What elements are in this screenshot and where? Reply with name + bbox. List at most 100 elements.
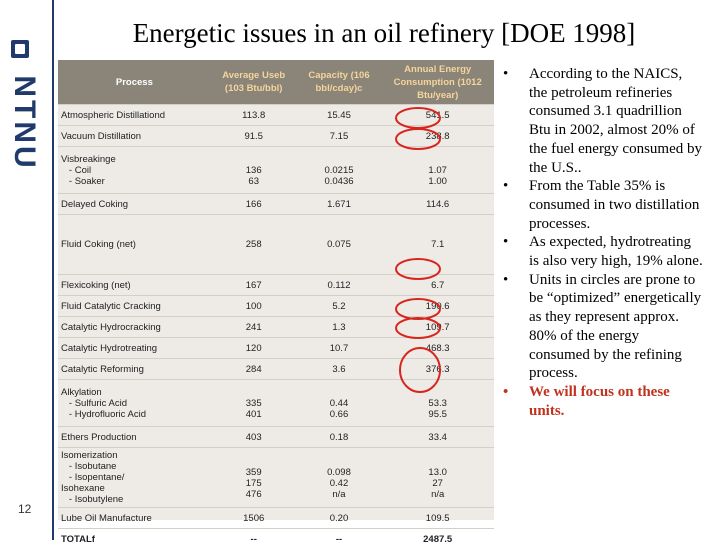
cell-capacity: 15.45	[297, 105, 382, 126]
bullet-item: •Units in circles are prone to be “optim…	[503, 271, 703, 383]
table-total-row: TOTALf----2487.5	[58, 529, 494, 549]
cell-capacity: 1.3	[297, 317, 382, 338]
cell-average-use: 167	[211, 275, 297, 296]
cell-average-use: 91.5	[211, 126, 297, 147]
page-number: 12	[18, 502, 31, 516]
cell-process: Alkylation - Sulfuric Acid - Hydrofluori…	[58, 380, 211, 427]
cell-capacity: --	[297, 529, 382, 549]
table-row: Visbreakinge - Coil - Soaker 136 63 0.02…	[58, 147, 494, 194]
cell-process: Catalytic Hydrotreating	[58, 338, 211, 359]
cell-annual-energy: 109.7	[381, 317, 494, 338]
cell-annual-energy: 33.4	[381, 427, 494, 448]
cell-annual-energy: 7.1	[381, 215, 494, 275]
bullet-text: From the Table 35% is consumed in two di…	[529, 178, 699, 231]
cell-average-use: 284	[211, 359, 297, 380]
cell-average-use: 359 175 476	[211, 448, 297, 508]
cell-annual-energy: 13.0 27 n/a	[381, 448, 494, 508]
cell-annual-energy: 190.6	[381, 296, 494, 317]
header-average-use: Average Useb (103 Btu/bbl)	[211, 60, 297, 105]
cell-average-use: --	[211, 529, 297, 549]
cell-capacity: 1.671	[297, 194, 382, 215]
cell-annual-energy: 468.3	[381, 338, 494, 359]
cell-annual-energy: 238.8	[381, 126, 494, 147]
cell-process: TOTALf	[58, 529, 211, 549]
header-annual-energy: Annual Energy Consumption (1012 Btu/year…	[381, 60, 494, 105]
cell-average-use: 100	[211, 296, 297, 317]
cell-average-use: 136 63	[211, 147, 297, 194]
cell-annual-energy: 53.3 95.5	[381, 380, 494, 427]
bullet-item: •According to the NAICS, the petroleum r…	[503, 65, 703, 177]
slide-sidebar: NTNU 12	[0, 0, 52, 540]
cell-process: Visbreakinge - Coil - Soaker	[58, 147, 211, 194]
bullet-item: •From the Table 35% is consumed in two d…	[503, 177, 703, 233]
cell-process: Catalytic Reforming	[58, 359, 211, 380]
bullet-item-highlight: •We will focus on these units.	[503, 383, 703, 420]
slide-title: Energetic issues in an oil refinery [DOE…	[54, 18, 714, 49]
energy-table: Process Average Useb (103 Btu/bbl) Capac…	[58, 60, 494, 549]
header-process: Process	[58, 60, 211, 105]
cell-average-use: 335 401	[211, 380, 297, 427]
cell-annual-energy: 109.5	[381, 508, 494, 529]
ntnu-logo-icon	[11, 40, 29, 58]
energy-table-container: Process Average Useb (103 Btu/bbl) Capac…	[58, 60, 494, 520]
bullet-item: •As expected, hydrotreating is also very…	[503, 233, 703, 270]
cell-capacity: 7.15	[297, 126, 382, 147]
cell-average-use: 241	[211, 317, 297, 338]
cell-annual-energy: 6.7	[381, 275, 494, 296]
table-row: Isomerization - Isobutane - Isopentane/ …	[58, 448, 494, 508]
bullet-text: According to the NAICS, the petroleum re…	[529, 66, 702, 176]
cell-average-use: 120	[211, 338, 297, 359]
cell-process: Lube Oil Manufacture	[58, 508, 211, 529]
cell-capacity: 0.0215 0.0436	[297, 147, 382, 194]
cell-capacity: 10.7	[297, 338, 382, 359]
cell-process: Vacuum Distillation	[58, 126, 211, 147]
cell-capacity: 0.112	[297, 275, 382, 296]
cell-capacity: 0.20	[297, 508, 382, 529]
logo-text: NTNU	[7, 75, 41, 170]
cell-process: Flexicoking (net)	[58, 275, 211, 296]
cell-average-use: 1506	[211, 508, 297, 529]
bullet-text: Units in circles are prone to be “optimi…	[529, 272, 701, 382]
cell-process: Catalytic Hydrocracking	[58, 317, 211, 338]
cell-average-use: 113.8	[211, 105, 297, 126]
cell-annual-energy: 376.3	[381, 359, 494, 380]
cell-process: Ethers Production	[58, 427, 211, 448]
cell-capacity: 0.098 0.42 n/a	[297, 448, 382, 508]
cell-process: Fluid Coking (net)	[58, 215, 211, 275]
cell-capacity: 5.2	[297, 296, 382, 317]
cell-annual-energy: 1.07 1.00	[381, 147, 494, 194]
cell-average-use: 403	[211, 427, 297, 448]
bullet-list: •According to the NAICS, the petroleum r…	[503, 65, 703, 420]
table-row: Alkylation - Sulfuric Acid - Hydrofluori…	[58, 380, 494, 427]
cell-process: Atmospheric Distillationd	[58, 105, 211, 126]
bullet-text: We will focus on these units.	[529, 384, 670, 419]
cell-capacity: 0.075	[297, 215, 382, 275]
bullet-text: As expected, hydrotreating is also very …	[529, 234, 703, 269]
cell-capacity: 0.18	[297, 427, 382, 448]
cell-capacity: 0.44 0.66	[297, 380, 382, 427]
cell-average-use: 258	[211, 215, 297, 275]
cell-annual-energy: 2487.5	[381, 529, 494, 549]
cell-capacity: 3.6	[297, 359, 382, 380]
cell-annual-energy: 114.6	[381, 194, 494, 215]
cell-average-use: 166	[211, 194, 297, 215]
cell-annual-energy: 541.5	[381, 105, 494, 126]
cell-process: Delayed Coking	[58, 194, 211, 215]
ntnu-logo: NTNU	[2, 68, 46, 178]
table-header-row: Process Average Useb (103 Btu/bbl) Capac…	[58, 60, 494, 105]
cell-process: Isomerization - Isobutane - Isopentane/ …	[58, 448, 211, 508]
header-capacity: Capacity (106 bbl/cday)c	[297, 60, 382, 105]
sidebar-divider	[52, 0, 54, 540]
